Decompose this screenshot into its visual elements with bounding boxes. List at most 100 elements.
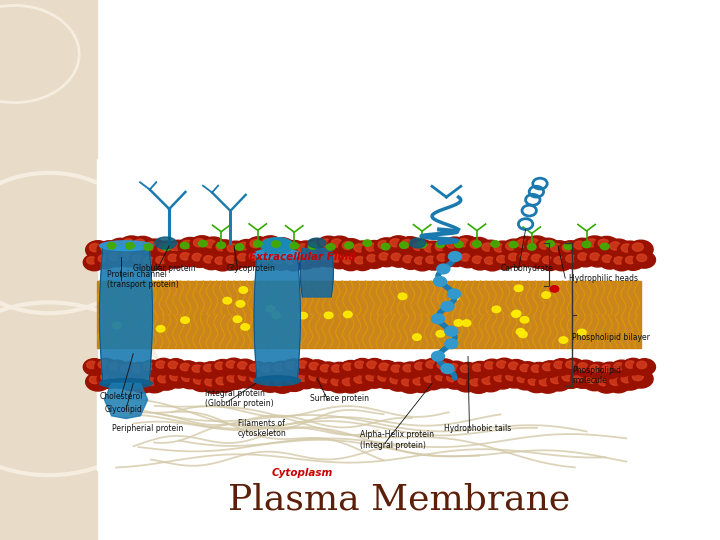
Circle shape [212,360,233,376]
Circle shape [636,254,647,261]
Circle shape [154,241,179,259]
Circle shape [235,244,244,250]
Circle shape [294,370,318,389]
Circle shape [270,375,294,393]
Circle shape [528,244,536,250]
Circle shape [181,240,193,248]
Circle shape [577,329,586,336]
Circle shape [194,239,204,247]
Circle shape [309,362,319,370]
Text: Phospholipid
molecule: Phospholipid molecule [572,366,621,385]
Circle shape [84,359,105,375]
Circle shape [634,252,655,268]
Circle shape [89,244,100,252]
Circle shape [156,326,165,332]
Circle shape [445,326,458,336]
Circle shape [84,254,105,271]
Circle shape [354,244,365,252]
Circle shape [431,240,456,258]
Circle shape [539,377,550,386]
Circle shape [626,256,635,264]
Circle shape [378,241,389,249]
Circle shape [388,251,410,267]
Circle shape [98,361,108,368]
Circle shape [123,375,134,383]
Circle shape [338,375,363,393]
Circle shape [274,377,285,386]
Circle shape [398,293,407,300]
Circle shape [606,239,631,258]
Circle shape [86,373,110,391]
Circle shape [472,364,482,372]
Circle shape [101,244,112,252]
Circle shape [586,239,597,247]
Circle shape [165,252,186,268]
Circle shape [199,240,207,247]
Circle shape [458,376,469,384]
Circle shape [236,301,245,307]
Circle shape [262,239,273,247]
Circle shape [485,362,495,369]
Circle shape [351,241,375,259]
Circle shape [481,254,503,271]
Circle shape [271,241,280,247]
Circle shape [497,255,507,263]
Circle shape [354,375,365,383]
Circle shape [129,253,150,269]
Circle shape [190,236,215,254]
Circle shape [177,250,199,267]
Circle shape [547,373,572,391]
Circle shape [299,312,307,319]
Ellipse shape [261,238,294,254]
Circle shape [541,292,550,298]
Circle shape [490,370,515,389]
Circle shape [258,374,282,392]
Circle shape [587,251,608,267]
Circle shape [478,240,503,259]
Text: Extracellular Fluid: Extracellular Fluid [249,252,356,261]
Circle shape [238,253,248,261]
Circle shape [106,360,128,377]
Circle shape [562,373,573,381]
Circle shape [320,364,330,372]
Circle shape [366,373,377,381]
Circle shape [204,240,216,248]
Circle shape [559,370,583,388]
Circle shape [460,254,470,261]
Circle shape [536,375,560,393]
Circle shape [153,359,174,375]
Circle shape [491,241,500,247]
Circle shape [482,376,493,384]
Circle shape [168,361,178,369]
Circle shape [437,264,450,274]
Circle shape [305,239,330,257]
Circle shape [306,360,328,376]
Circle shape [158,244,168,252]
Circle shape [598,377,609,386]
Circle shape [142,374,166,393]
Circle shape [86,241,110,259]
Circle shape [156,256,166,264]
Circle shape [424,374,435,382]
Text: Hydrophilic heads: Hydrophilic heads [569,274,638,282]
Circle shape [294,358,316,375]
Circle shape [388,362,410,379]
Circle shape [145,242,157,250]
Circle shape [192,365,202,373]
Circle shape [415,362,425,370]
Circle shape [340,254,361,271]
Ellipse shape [99,379,153,388]
Circle shape [386,236,410,254]
Circle shape [467,375,491,393]
Circle shape [144,363,154,370]
Circle shape [426,361,436,368]
Circle shape [614,363,624,370]
Circle shape [513,237,538,255]
Circle shape [493,253,516,269]
Circle shape [98,255,108,262]
Circle shape [201,375,225,393]
Circle shape [233,316,242,322]
Circle shape [238,373,249,381]
Circle shape [528,252,550,268]
Circle shape [575,360,596,377]
